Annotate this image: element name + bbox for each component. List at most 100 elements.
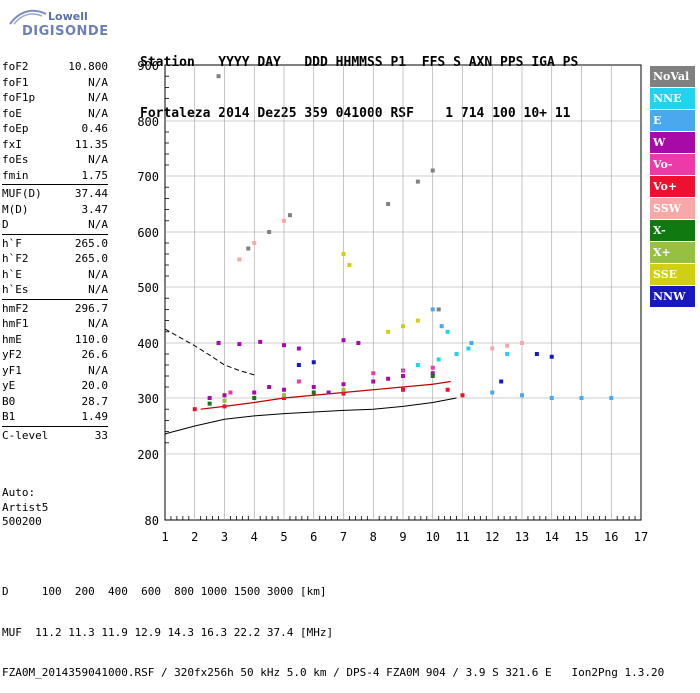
data-point (549, 396, 554, 400)
param-name: D (2, 218, 9, 231)
y-tick-label: 400 (137, 337, 159, 351)
x-tick-label: 1 (161, 530, 168, 544)
param-row: h`F 265.0 (2, 236, 108, 252)
data-point (216, 341, 221, 345)
param-value: N/A (88, 106, 108, 120)
data-point (282, 387, 286, 392)
param-row: fxI 11.35 (2, 137, 108, 153)
data-point (282, 396, 286, 400)
x-tick-label: 10 (426, 530, 440, 544)
param-name: yF1 (2, 363, 22, 377)
footer-muf-row: MUF 11.2 11.3 11.9 12.9 14.3 16.3 22.2 3… (2, 625, 334, 639)
footer-file-info: FZA0M_2014359041000.RSF / 320fx256h 50 k… (2, 666, 665, 679)
data-point (436, 357, 441, 362)
data-point (246, 246, 251, 251)
param-row: B0 28.7 (2, 394, 108, 410)
param-name: foF1p (2, 91, 36, 104)
digisonde-logo: Lowell DIGISONDE (8, 6, 128, 46)
x-tick-label: 12 (485, 530, 499, 544)
data-point (237, 257, 242, 262)
data-point (296, 379, 301, 384)
param-separator (2, 184, 108, 185)
param-value: 265.0 (74, 236, 108, 250)
data-point (296, 346, 301, 351)
y-tick-label: 700 (137, 170, 159, 184)
data-point (415, 179, 420, 184)
x-tick-label: 17 (634, 530, 648, 544)
param-name: B0 (2, 394, 16, 408)
data-point (222, 404, 227, 409)
data-point (356, 341, 361, 345)
param-separator (2, 425, 108, 427)
x-tick-label: 16 (604, 530, 618, 544)
data-point (401, 387, 405, 392)
param-value: 33 (94, 428, 108, 442)
polarization-legend: NoVal NNE E W Vo- Vo+ SSW X- X+ SSE NNW (650, 66, 695, 308)
header-values: Fortaleza 2014 Dez25 359 041000 RSF 1 71… (140, 106, 571, 121)
param-name: foF2 (2, 60, 29, 73)
data-point (252, 396, 257, 400)
data-point (341, 338, 346, 343)
param-value: 28.7 (81, 394, 109, 408)
parameter-panel: foF2 10.800 foF1 N/A foF1p N/A foE N/A foEp 0.46 f… (2, 59, 108, 443)
param-value: N/A (88, 153, 108, 166)
data-point (445, 329, 450, 334)
data-point (267, 385, 272, 389)
param-row: foEp 0.46 (2, 121, 108, 137)
x-tick-label: 2 (191, 530, 198, 544)
data-point (222, 398, 227, 403)
param-name: foF1 (2, 75, 29, 89)
param-value: 37.44 (74, 187, 108, 200)
data-point (341, 387, 346, 392)
data-point (499, 379, 504, 384)
param-row: yF1 N/A (2, 363, 108, 379)
param-name: yE (2, 379, 16, 392)
param-value: 1.49 (81, 410, 109, 423)
param-value: N/A (88, 363, 108, 377)
data-point (439, 324, 444, 329)
param-row: foEs N/A (2, 152, 108, 168)
data-point (237, 342, 242, 347)
param-name: C-level (2, 428, 49, 442)
param-row: foF2 10.800 (2, 59, 108, 75)
legend-item: SSE (650, 264, 695, 285)
y-tick-label: 900 (137, 59, 159, 73)
param-value: 296.7 (74, 301, 108, 315)
param-name: fxI (2, 137, 22, 151)
data-point (287, 213, 292, 218)
auto-version: 500200 (2, 515, 42, 528)
x-tick-label: 8 (370, 530, 377, 544)
data-point (469, 341, 474, 345)
data-point (282, 393, 286, 398)
data-point (311, 360, 316, 365)
param-name: M(D) (2, 202, 29, 216)
param-name: h`F (2, 236, 22, 250)
param-name: foE (2, 106, 22, 120)
param-value: 10.800 (68, 60, 108, 73)
param-name: h`F2 (2, 252, 29, 265)
x-tick-label: 5 (280, 530, 287, 544)
param-row: foF1p N/A (2, 90, 108, 106)
x-tick-label: 11 (455, 530, 469, 544)
data-point (579, 396, 584, 400)
param-value: 20.0 (81, 379, 109, 392)
data-point (222, 393, 227, 398)
data-point (326, 390, 331, 395)
legend-item: W (650, 132, 695, 153)
autoscaling-info: Auto: Artist5 500200 (2, 486, 48, 530)
data-point (490, 346, 495, 351)
param-row: MUF(D) 37.44 (2, 186, 108, 202)
y-tick-label: 300 (137, 392, 159, 406)
data-point (341, 391, 346, 396)
param-value: 265.0 (74, 252, 108, 265)
param-row: M(D) 3.47 (2, 202, 108, 218)
data-point (252, 241, 257, 245)
data-point (430, 168, 435, 173)
legend-item: Vo- (650, 154, 695, 175)
data-point (460, 393, 465, 398)
data-point (386, 329, 391, 334)
param-row: hmF1 N/A (2, 316, 108, 332)
x-tick-label: 3 (221, 530, 228, 544)
y-tick-label: 500 (137, 281, 159, 295)
param-value: 11.35 (74, 137, 108, 151)
